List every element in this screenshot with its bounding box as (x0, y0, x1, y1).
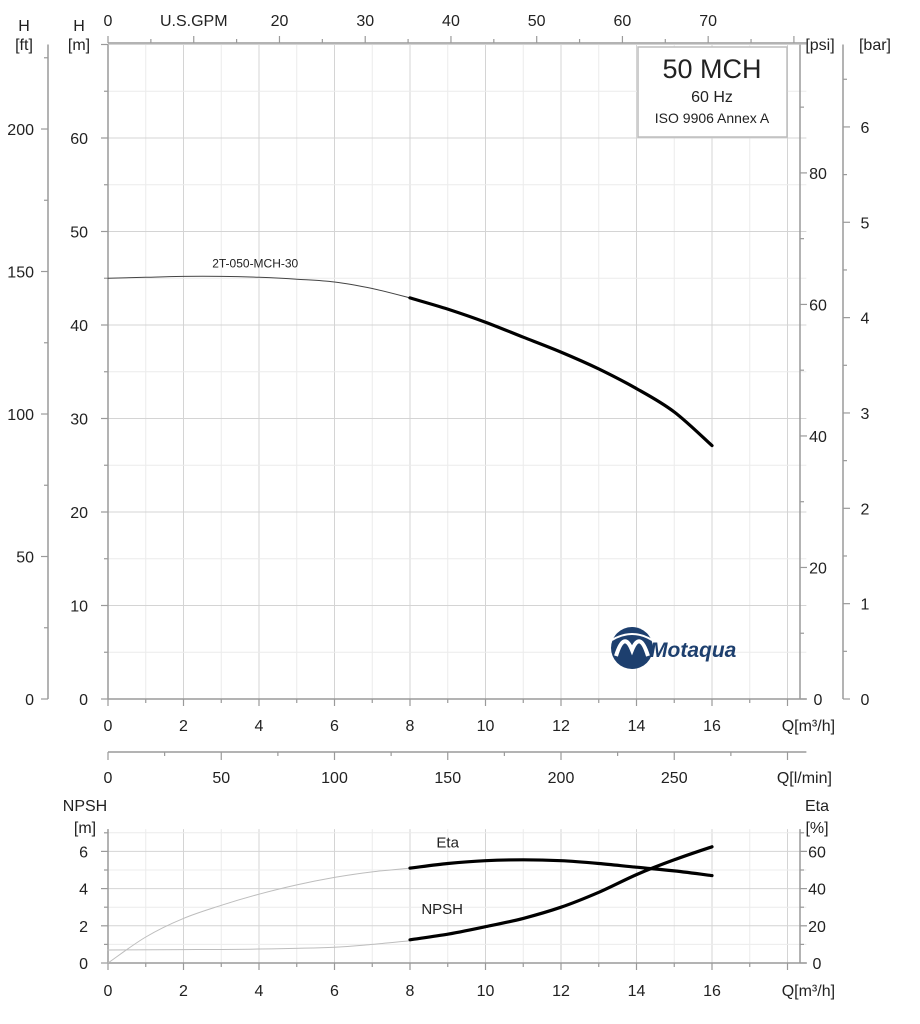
x-tick-label: 8 (406, 718, 415, 735)
npsh-x-tick-label: 14 (628, 983, 646, 1000)
axes-layer: 0 2 4 6 8 10 12 14 16 Q[m³/h]0 20 30 40 50 60 70U.S.GPM… (7, 13, 891, 1000)
x-tick-label: 4 (255, 718, 264, 735)
ft-tick-label: 150 (7, 265, 34, 282)
psi-tick-label: 60 (809, 297, 827, 314)
eta-axis-title: Eta (805, 798, 829, 815)
lmin-tick-label: 250 (661, 770, 688, 787)
m-tick-label: 60 (70, 131, 88, 148)
m-tick-label: 20 (70, 505, 88, 522)
bar-tick-label: 6 (861, 120, 870, 137)
npsh-x-tick-label: 4 (255, 983, 264, 1000)
npsh-tick-label: 0 (79, 956, 88, 973)
npsh-curve-label: NPSH (421, 901, 463, 918)
x-tick-label: 10 (477, 718, 495, 735)
ft-tick-label: 100 (7, 407, 34, 424)
title-box-frame (637, 46, 788, 138)
x-tick-label: 12 (552, 718, 570, 735)
npsh-x-tick-label: 2 (179, 983, 188, 1000)
m-tick-label: 30 (70, 412, 88, 429)
npsh-tick-label: 2 (79, 919, 88, 936)
bar-tick-label: 2 (861, 501, 870, 518)
psi-tick-label: 40 (809, 429, 827, 446)
chart-frequency: 60 Hz (691, 89, 733, 106)
logo-wordmark: Motaqua (650, 639, 737, 662)
npsh-x-tick-label: 12 (552, 983, 570, 1000)
m-axis-unit: [m] (68, 37, 90, 54)
m-axis-title: H (73, 18, 85, 35)
curve-layer: 2T-050-MCH-30 Eta NPSH (107, 256, 714, 964)
psi-tick-label: 0 (814, 692, 823, 709)
eta-curve-extended (107, 867, 411, 964)
logo-emblem-swoosh (611, 633, 653, 641)
npsh-x-tick-label: 8 (406, 983, 415, 1000)
grid-layer (107, 44, 807, 964)
motaqua-logo: Motaqua (611, 627, 737, 669)
npsh-tick-label: 4 (79, 882, 88, 899)
x-tick-label: 0 (104, 718, 113, 735)
lmin-tick-label: 0 (104, 770, 113, 787)
bar-tick-label: 1 (861, 597, 870, 614)
lmin-tick-label: 100 (321, 770, 348, 787)
eta-tick-label: 20 (808, 919, 826, 936)
m-tick-label: 10 (70, 599, 88, 616)
gpm-tick-label: 30 (356, 13, 374, 30)
ft-axis-title: H (18, 18, 30, 35)
bar-axis-title: [bar] (859, 37, 891, 54)
lmin-axis-title: Q[l/min] (777, 770, 832, 787)
bar-tick-label: 3 (861, 406, 870, 423)
x-tick-label: 14 (628, 718, 646, 735)
npsh-x-tick-label: 0 (104, 983, 113, 1000)
npsh-tick-label: 6 (79, 844, 88, 861)
x-tick-label: 16 (703, 718, 721, 735)
ft-tick-label: 50 (16, 550, 34, 567)
gpm-tick-label: 40 (442, 13, 460, 30)
lmin-tick-label: 200 (548, 770, 575, 787)
head-curve-operating (408, 296, 714, 448)
psi-axis-title: [psi] (805, 37, 834, 54)
eta-curve-label: Eta (436, 834, 459, 851)
npsh-x-tick-label: 16 (703, 983, 721, 1000)
npsh-axis-unit: [m] (74, 820, 96, 837)
gpm-tick-label: 0 (104, 13, 113, 30)
head-curve-extended (107, 275, 411, 299)
gpm-axis-title: U.S.GPM (160, 13, 228, 30)
x-tick-label: 6 (330, 718, 339, 735)
lmin-tick-label: 150 (434, 770, 461, 787)
bar-tick-label: 0 (861, 692, 870, 709)
npsh-axis-title: NPSH (63, 798, 107, 815)
npsh-curve-extended (107, 940, 411, 951)
gpm-tick-label: 50 (528, 13, 546, 30)
logo-emblem-wave (614, 639, 650, 657)
m-tick-label: 0 (79, 692, 88, 709)
title-box: 50 MCH 60 Hz ISO 9906 Annex A (637, 46, 788, 138)
npsh-x-tick-label: 6 (330, 983, 339, 1000)
psi-tick-label: 80 (809, 166, 827, 183)
npsh-x-tick-label: 10 (477, 983, 495, 1000)
gpm-tick-label: 70 (699, 13, 717, 30)
psi-tick-label: 20 (809, 560, 827, 577)
chart-standard: ISO 9906 Annex A (655, 110, 770, 126)
ft-tick-label: 200 (7, 122, 34, 139)
eta-tick-label: 40 (808, 882, 826, 899)
eta-curve-operating (408, 858, 714, 878)
head-curve-label: 2T-050-MCH-30 (212, 256, 298, 270)
eta-axis-unit: [%] (805, 820, 828, 837)
gpm-tick-label: 20 (271, 13, 289, 30)
bar-tick-label: 5 (861, 215, 870, 232)
x-tick-label: 2 (179, 718, 188, 735)
eta-tick-label: 60 (808, 844, 826, 861)
m-tick-label: 40 (70, 318, 88, 335)
eta-tick-label: 0 (813, 956, 822, 973)
ft-axis-unit: [ft] (15, 37, 33, 54)
x-axis-title: Q[m³/h] (782, 718, 835, 735)
chart-title: 50 MCH (662, 54, 761, 84)
lmin-tick-label: 50 (212, 770, 230, 787)
ft-tick-label: 0 (25, 692, 34, 709)
npsh-curve-operating (408, 845, 714, 942)
m-tick-label: 50 (70, 225, 88, 242)
bar-tick-label: 4 (861, 311, 870, 328)
gpm-tick-label: 60 (614, 13, 632, 30)
npsh-x-axis-title: Q[m³/h] (782, 983, 835, 1000)
